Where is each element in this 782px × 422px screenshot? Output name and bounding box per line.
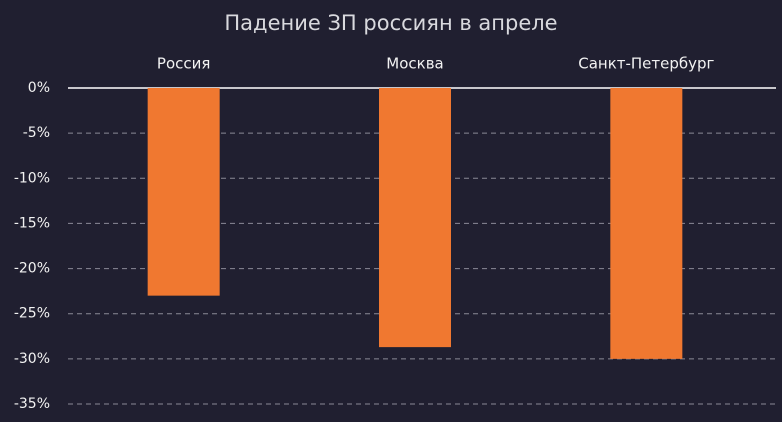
bar: [379, 88, 451, 348]
category-label: Москва: [386, 55, 443, 73]
y-tick-label: -15%: [14, 215, 50, 231]
category-label: Санкт-Петербург: [578, 55, 714, 73]
y-tick-label: -30%: [14, 351, 50, 367]
chart-title: Падение ЗП россиян в апреле: [224, 11, 557, 35]
category-label: Россия: [157, 55, 211, 73]
y-tick-label: -5%: [23, 125, 50, 141]
y-tick-label: -10%: [14, 170, 50, 186]
y-tick-label: -35%: [14, 396, 50, 412]
y-tick-label: 0%: [28, 80, 50, 96]
y-tick-label: -20%: [14, 261, 50, 277]
bar: [147, 88, 220, 296]
bar: [610, 88, 683, 359]
y-tick-label: -25%: [14, 306, 50, 322]
